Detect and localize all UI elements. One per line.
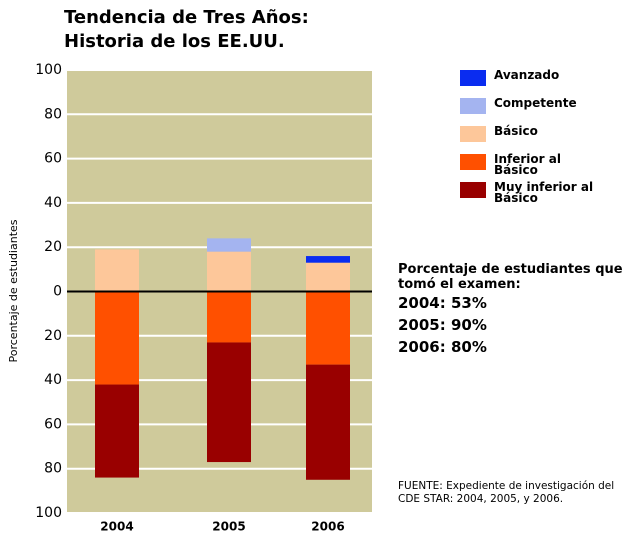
- legend-label: Competente: [494, 96, 577, 110]
- bar-segment: [207, 342, 251, 463]
- y-tick-label: 40: [44, 372, 62, 388]
- bar-segment: [306, 262, 350, 292]
- legend-entry: Básico: [460, 124, 620, 154]
- x-tick-label: 2005: [212, 520, 245, 534]
- chart-title: Tendencia de Tres Años: Historia de los …: [64, 7, 309, 52]
- y-axis-label: Porcentaje de estudiantes: [7, 219, 20, 362]
- bar-segment: [306, 364, 350, 480]
- bar-segment: [95, 384, 139, 478]
- legend-entry: Inferior al Básico: [460, 152, 620, 182]
- bar-segment: [95, 249, 139, 292]
- bar-segment: [207, 238, 251, 252]
- y-tick-label: 0: [53, 284, 62, 300]
- legend-entry: Avanzado: [460, 68, 620, 98]
- legend-swatch: [460, 182, 486, 198]
- source: FUENTE: Expediente de investigación del …: [398, 480, 615, 505]
- y-tick-label: 60: [44, 151, 62, 167]
- legend-label: Avanzado: [494, 68, 560, 82]
- annotation-text: Porcentaje de estudiantes que tomó el ex…: [398, 262, 623, 292]
- annotation-item: 2005: 90%: [398, 316, 487, 334]
- y-tick-label: 80: [44, 461, 62, 477]
- legend-entry: Muy inferior al Básico: [460, 180, 620, 210]
- legend: Avanzado Competente Básico Inferior al Bási…: [460, 68, 620, 210]
- y-tick-label: 100: [35, 62, 62, 78]
- x-tick-label: 2006: [311, 520, 344, 534]
- bar-segment: [207, 291, 251, 343]
- y-tick-label: 80: [44, 106, 62, 122]
- legend-label: Muy inferior al Básico: [494, 180, 594, 205]
- bar-segment: [306, 256, 350, 263]
- y-tick-label: 40: [44, 195, 62, 211]
- x-tick-label: 2004: [100, 520, 133, 534]
- legend-label: Inferior al Básico: [494, 152, 561, 177]
- legend-swatch: [460, 154, 486, 170]
- legend-swatch: [460, 126, 486, 142]
- annotation-item: 2004: 53%: [398, 294, 487, 312]
- y-tick-label: 20: [44, 239, 62, 255]
- annotation: Porcentaje de estudiantes que tomó el ex…: [398, 262, 623, 358]
- legend-swatch: [460, 98, 486, 114]
- bar-segment: [207, 251, 251, 292]
- legend-swatch: [460, 70, 486, 86]
- y-tick-label: 100: [35, 505, 62, 521]
- bar-segment: [306, 291, 350, 365]
- legend-entry: Competente: [460, 96, 620, 126]
- y-tick-label: 20: [44, 328, 62, 344]
- annotation-item: 2006: 80%: [398, 338, 487, 356]
- y-tick-label: 60: [44, 416, 62, 432]
- legend-label: Básico: [494, 124, 538, 138]
- bar-segment: [95, 291, 139, 385]
